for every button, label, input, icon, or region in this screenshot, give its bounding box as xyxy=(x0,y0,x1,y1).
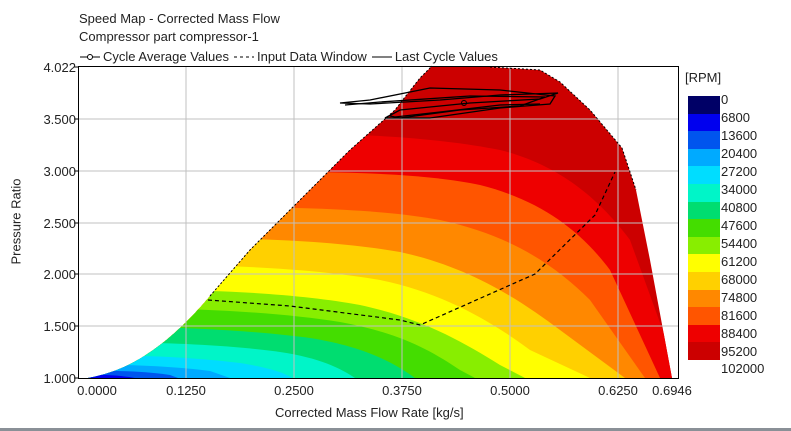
colorbar-label: 34000 xyxy=(721,182,758,197)
legend-item-cycle-average: Cycle Average Values xyxy=(79,49,229,65)
input-data-window-line xyxy=(207,171,616,326)
legend-label: Input Data Window xyxy=(256,49,367,64)
y-tick: 1.500 xyxy=(43,319,76,334)
colorbar-label: 6800 xyxy=(721,110,750,125)
map-boundary xyxy=(209,65,637,297)
solid-line-icon xyxy=(371,56,392,58)
colorbar-label: 27200 xyxy=(721,164,758,179)
colorbar-label: 0 xyxy=(721,92,729,107)
speed-map-contours xyxy=(88,66,672,378)
colorbar-label: 61200 xyxy=(721,254,758,269)
legend-label: Cycle Average Values xyxy=(103,49,229,64)
plot-frame xyxy=(78,66,679,379)
x-tick: 0.1250 xyxy=(166,383,206,398)
y-tick: 3.000 xyxy=(43,164,76,179)
chart-subtitle: Compressor part compressor-1 xyxy=(79,29,259,44)
colorbar-label: 13600 xyxy=(721,128,758,143)
legend-item-input-data-window: Input Data Window xyxy=(233,49,367,65)
colorbar-label: 68000 xyxy=(721,272,758,287)
line-circle-marker-icon xyxy=(80,54,100,60)
x-tick: 0.3750 xyxy=(382,383,422,398)
chart-title: Speed Map - Corrected Mass Flow xyxy=(79,11,280,26)
axis-ticks xyxy=(74,66,78,379)
chart-legend: Cycle Average Values Input Data Window L… xyxy=(79,49,502,65)
x-tick: 0.6250 xyxy=(598,383,638,398)
y-tick: 2.500 xyxy=(43,216,76,231)
colorbar-label: 102000 xyxy=(721,361,765,376)
grid-lines xyxy=(78,67,678,378)
colorbar-label: 20400 xyxy=(721,146,758,161)
y-axis-label: Pressure Ratio xyxy=(8,178,24,265)
colorbar-label: 74800 xyxy=(721,290,758,305)
colorbar-label: 54400 xyxy=(721,236,758,251)
colorbar-label: 95200 xyxy=(721,344,758,359)
colorbar-title: [RPM] xyxy=(685,70,722,85)
colorbar-label: 47600 xyxy=(721,218,758,233)
cycle-average-marker xyxy=(461,100,467,106)
x-tick: 0.5000 xyxy=(490,383,530,398)
y-tick: 1.000 xyxy=(43,371,76,386)
y-tick: 3.500 xyxy=(43,112,76,127)
colorbar-label: 88400 xyxy=(721,326,758,341)
x-axis-label: Corrected Mass Flow Rate [kg/s] xyxy=(275,405,464,420)
y-tick: 4.022 xyxy=(43,60,76,75)
colorbar-label: 81600 xyxy=(721,308,758,323)
legend-item-last-cycle: Last Cycle Values xyxy=(371,49,498,65)
window-bottom-border xyxy=(0,428,791,431)
x-tick: 0.6946 xyxy=(652,383,692,398)
last-cycle-loops xyxy=(339,87,559,119)
x-tick: 0.2500 xyxy=(274,383,314,398)
y-tick: 2.000 xyxy=(43,267,76,282)
colorbar xyxy=(688,96,720,360)
x-tick: 0.0000 xyxy=(77,383,117,398)
legend-label: Last Cycle Values xyxy=(394,49,498,64)
colorbar-label: 40800 xyxy=(721,200,758,215)
